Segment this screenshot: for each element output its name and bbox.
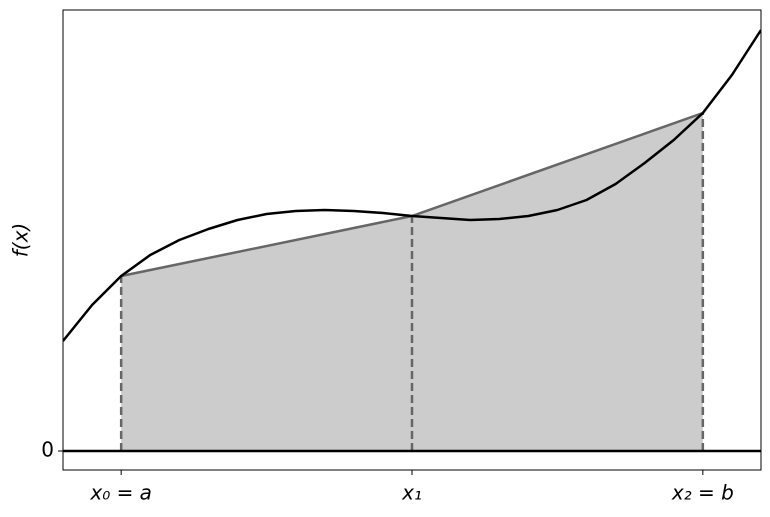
x-tick-label: x₁ xyxy=(401,481,422,505)
plot-frame xyxy=(62,9,762,471)
x-tick-label: x₂ = b xyxy=(671,481,734,505)
y-tick-label: 0 xyxy=(41,438,54,462)
curve xyxy=(63,29,761,342)
y-axis-label: f(x) xyxy=(9,223,33,257)
x-tick-label: x₀ = a xyxy=(89,481,152,505)
